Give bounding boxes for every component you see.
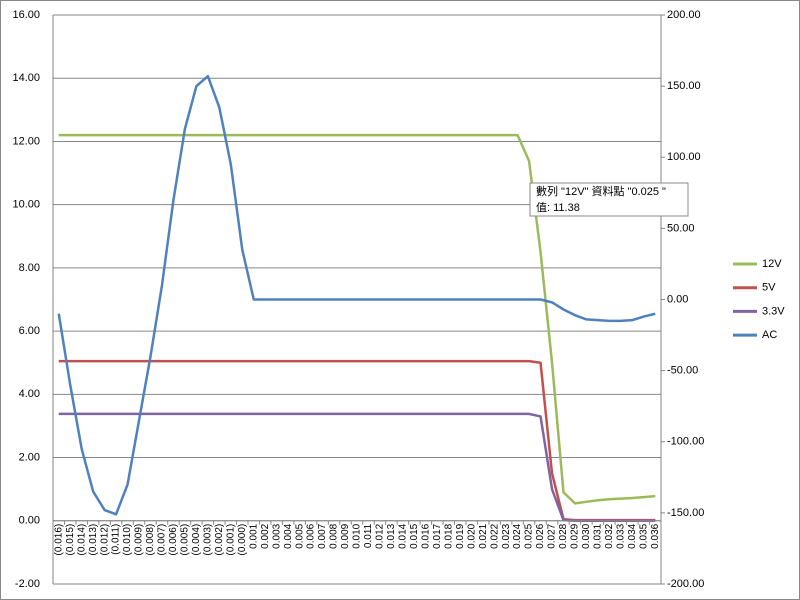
legend-label: AC [762, 329, 777, 341]
x-tick-label: 0.015 [409, 523, 420, 548]
y-tick-label: 0.00 [19, 515, 40, 527]
x-tick-label: 0.027 [547, 523, 558, 548]
y2-tick-label: 200.00 [667, 9, 701, 21]
series-line [58, 359, 656, 522]
x-tick-label: 0.036 [650, 523, 661, 548]
x-tick-label: (0.011) [111, 524, 122, 555]
y-tick-label: -2.00 [15, 578, 40, 590]
x-tick-label: 0.006 [306, 523, 317, 548]
x-tick-label: (0.009) [134, 524, 145, 556]
x-tick-label: (0.008) [145, 524, 156, 556]
x-tick-label: 0.002 [260, 523, 271, 548]
x-tick-label: 0.016 [420, 523, 431, 548]
x-tick-label: 0.032 [604, 523, 615, 548]
x-tick-label: (0.007) [157, 524, 168, 556]
x-tick-label: (0.006) [168, 524, 179, 556]
x-tick-label: 0.026 [535, 523, 546, 548]
y2-tick-label: 50.00 [667, 222, 695, 234]
legend-label: 12V [762, 258, 782, 270]
y-tick-label: 14.00 [12, 72, 40, 84]
y-tick-label: 10.00 [12, 199, 40, 211]
x-tick-label: 0.008 [329, 523, 340, 548]
y2-tick-label: 150.00 [667, 80, 701, 92]
x-tick-label: 0.014 [398, 523, 409, 548]
x-tick-label: 0.010 [352, 523, 363, 548]
y-tick-label: 2.00 [19, 451, 40, 463]
y-tick-label: 8.00 [19, 262, 40, 274]
x-tick-label: (0.010) [122, 524, 133, 556]
x-tick-label: 0.007 [317, 523, 328, 548]
x-tick-label: (0.013) [88, 524, 99, 556]
x-tick-label: 0.034 [627, 523, 638, 548]
y2-tick-label: 0.00 [667, 293, 688, 305]
x-tick-label: 0.022 [489, 523, 500, 548]
y-tick-label: 12.00 [12, 135, 40, 147]
y2-tick-label: -100.00 [667, 436, 704, 448]
x-tick-label: (0.001) [225, 524, 236, 556]
x-tick-label: 0.033 [615, 523, 626, 548]
x-tick-label: (0.002) [214, 524, 225, 556]
series-line [58, 133, 656, 505]
x-tick-label: 0.035 [638, 523, 649, 548]
x-tick-label: (0.000) [237, 524, 248, 556]
x-tick-label: 0.020 [466, 523, 477, 548]
x-tick-label: 0.004 [283, 523, 294, 548]
x-tick-label: 0.019 [455, 523, 466, 548]
y2-tick-label: -150.00 [667, 507, 704, 519]
legend-label: 3.3V [762, 305, 785, 317]
x-tick-label: (0.014) [76, 524, 87, 556]
tooltip-line: 數列 "12V" 資料點 "0.025 " [536, 184, 666, 198]
y-tick-label: 16.00 [12, 9, 40, 21]
x-tick-label: 0.005 [294, 523, 305, 548]
x-tick-label: 0.013 [386, 523, 397, 548]
x-tick-label: (0.016) [53, 524, 64, 556]
x-tick-label: (0.004) [191, 524, 202, 556]
x-tick-label: 0.030 [581, 523, 592, 548]
x-tick-label: (0.012) [99, 524, 110, 556]
tooltip-line: 值: 11.38 [536, 201, 580, 214]
legend-label: 5V [762, 282, 776, 294]
x-tick-label: 0.023 [501, 523, 512, 548]
x-tick-label: 0.003 [271, 523, 282, 548]
series-line [57, 74, 656, 516]
x-tick-label: (0.005) [180, 524, 191, 556]
x-tick-label: 0.031 [593, 523, 604, 548]
y-tick-label: 4.00 [19, 388, 40, 400]
x-tick-label: 0.018 [443, 523, 454, 548]
x-tick-label: 0.011 [363, 523, 374, 548]
x-tick-label: 0.017 [432, 523, 443, 548]
x-tick-label: 0.024 [512, 523, 523, 548]
tooltip-box [529, 182, 689, 217]
tooltip: 數列 "12V" 資料點 "0.025 " 值: 11.38 [529, 182, 689, 217]
y2-tick-label: -50.00 [667, 365, 698, 377]
x-tick-label: 0.029 [570, 523, 581, 548]
x-tick-label: (0.015) [65, 524, 76, 556]
x-tick-label: 0.025 [524, 523, 535, 548]
y2-tick-label: -200.00 [667, 578, 704, 590]
x-tick-label: 0.012 [375, 523, 386, 548]
y-tick-label: 6.00 [19, 325, 40, 337]
y2-tick-label: 100.00 [667, 151, 701, 163]
x-tick-label: 0.028 [558, 523, 569, 548]
x-tick-label: (0.003) [203, 524, 214, 556]
x-tick-label: 0.021 [478, 523, 489, 548]
series-line [58, 412, 656, 523]
x-tick-label: 0.009 [340, 523, 351, 548]
x-tick-label: 0.001 [248, 523, 259, 548]
